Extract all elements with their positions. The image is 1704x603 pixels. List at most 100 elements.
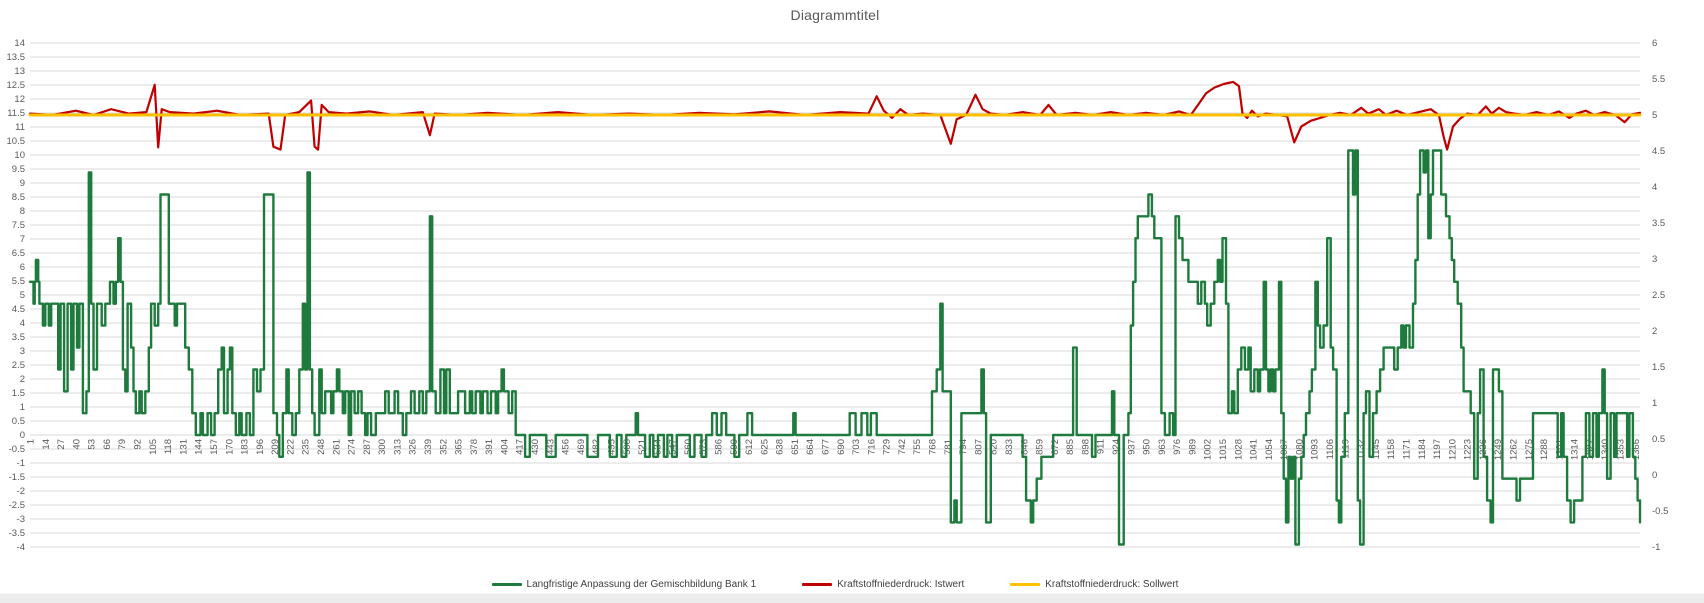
x-axis-tick: 261	[331, 439, 342, 455]
x-axis-tick: 1340	[1600, 439, 1611, 460]
x-axis-tick: 27	[56, 439, 67, 450]
right-axis-tick: 0.5	[1652, 434, 1665, 445]
x-axis-tick: 235	[301, 439, 312, 455]
x-axis-tick: 872	[1050, 439, 1061, 455]
right-axis-tick: -0.5	[1652, 506, 1668, 517]
left-axis-tick: 3.5	[12, 332, 25, 343]
left-axis-tick: 0	[20, 430, 25, 441]
x-axis-tick: 1158	[1386, 439, 1397, 459]
x-axis-tick: 989	[1187, 439, 1198, 455]
x-axis-tick: 209	[270, 439, 281, 455]
x-axis-tick: 118	[163, 439, 174, 454]
x-axis-tick: 1288	[1539, 439, 1550, 460]
left-axis-tick: 13.5	[7, 52, 26, 63]
left-axis-tick: -3.5	[9, 528, 25, 539]
left-axis-tick: 8	[20, 206, 25, 217]
series-0[interactable]	[28, 149, 1642, 546]
x-axis-tick: 1223	[1463, 439, 1474, 460]
legend-swatch-orange	[1010, 583, 1041, 586]
x-axis-tick: 963	[1157, 439, 1168, 455]
x-axis-tick: 521	[637, 439, 648, 455]
legend-label-istwert: Kraftstoffniederdruck: Istwert	[837, 579, 965, 590]
x-axis-tick: 66	[102, 439, 113, 450]
left-axis-tick: -1.5	[9, 472, 25, 483]
x-axis-tick: 1106	[1325, 439, 1336, 459]
right-axis-tick: 5	[1652, 110, 1657, 121]
left-axis-tick: 2	[20, 374, 25, 385]
x-axis-tick: 755	[912, 439, 923, 455]
x-axis-tick: 352	[438, 439, 449, 455]
x-axis-tick: 1015	[1218, 439, 1229, 460]
x-axis-tick: 313	[392, 439, 403, 455]
left-axis-labels: 1413.51312.51211.51110.5109.598.587.576.…	[7, 38, 26, 553]
left-axis-tick: 11.5	[7, 108, 25, 119]
right-axis-tick: 2	[1652, 326, 1657, 337]
left-axis-tick: 11	[15, 122, 25, 133]
x-axis-tick: 976	[1172, 439, 1183, 455]
left-axis-tick: 1	[20, 402, 25, 413]
x-axis-tick: 105	[148, 439, 159, 455]
x-axis-tick: 1132	[1356, 439, 1367, 459]
left-axis-tick: 5	[20, 290, 25, 301]
right-axis-labels: 6 5.5 5 4.5 4 3.5 3 2.5 2 1.5 1 0.5 0 -0.5 -1	[1652, 38, 1668, 553]
left-axis-tick: -4	[17, 542, 25, 553]
x-axis-tick: 495	[606, 439, 617, 455]
chart-title: Diagrammtitel	[790, 7, 880, 23]
x-axis-tick: 1353	[1616, 439, 1627, 460]
left-axis-tick: 10.5	[7, 136, 26, 147]
left-axis-tick: 8.5	[12, 192, 25, 203]
legend-item-sollwert[interactable]: Kraftstoffniederdruck: Sollwert	[1010, 579, 1178, 590]
right-axis-tick: 0	[1652, 470, 1657, 481]
left-axis-tick: 14	[14, 38, 25, 49]
x-axis-tick: 183	[240, 439, 251, 455]
x-axis-tick: 79	[117, 439, 128, 450]
x-axis-tick: 820	[989, 439, 1000, 455]
right-axis-tick: 3.5	[1652, 218, 1665, 229]
x-axis-tick: 1301	[1554, 439, 1565, 460]
left-axis-tick: -2	[17, 486, 25, 497]
x-axis-tick: 703	[851, 439, 862, 455]
left-axis-tick: 9.5	[12, 164, 25, 175]
x-axis-tick: 768	[928, 439, 939, 455]
left-axis-tick: -2.5	[9, 500, 25, 511]
x-axis-tick: 924	[1111, 439, 1122, 455]
x-axis-tick: 742	[897, 439, 908, 455]
left-axis-tick: -0.5	[9, 444, 25, 455]
x-axis-tick: 885	[1065, 439, 1076, 455]
legend-item-gemischbildung[interactable]: Langfristige Anpassung der Gemischbildun…	[491, 579, 756, 590]
x-axis-tick: 1028	[1233, 439, 1244, 460]
x-axis-tick: 586	[713, 439, 724, 455]
x-axis-tick: 196	[255, 439, 266, 455]
x-axis-tick: 651	[790, 439, 801, 455]
x-axis-tick: 287	[362, 439, 373, 455]
right-axis-tick: 4	[1652, 182, 1657, 193]
legend-label-sollwert: Kraftstoffniederdruck: Sollwert	[1045, 579, 1179, 590]
x-axis-tick: 690	[836, 439, 847, 455]
x-axis-tick: 1314	[1570, 439, 1581, 460]
x-axis-tick: 40	[71, 439, 82, 450]
x-axis-tick: 365	[454, 439, 465, 455]
x-axis-tick: 222	[285, 439, 296, 455]
x-axis-tick: 1197	[1432, 439, 1443, 459]
right-axis-tick: 4.5	[1652, 146, 1665, 157]
left-axis-tick: 7	[20, 234, 25, 245]
left-axis-tick: 4.5	[12, 304, 25, 315]
left-axis-tick: 6.5	[12, 248, 25, 259]
right-axis-tick: 2.5	[1652, 290, 1665, 301]
x-axis-tick: 1080	[1294, 439, 1305, 460]
x-axis-tick: 1366	[1631, 439, 1642, 460]
x-axis-tick: 53	[87, 439, 98, 450]
x-axis-tick: 274	[347, 439, 358, 455]
x-axis-tick: 781	[943, 439, 954, 455]
left-axis-tick: 10	[14, 150, 25, 161]
right-axis-tick: 3	[1652, 254, 1657, 265]
x-axis-tick: 131	[178, 439, 189, 455]
x-axis-tick: 92	[133, 439, 144, 450]
x-axis-tick: 612	[744, 439, 755, 455]
legend-item-istwert[interactable]: Kraftstoffniederdruck: Istwert	[802, 579, 964, 590]
x-axis-tick: 1093	[1310, 439, 1321, 460]
x-axis-tick: 469	[576, 439, 587, 455]
x-axis-tick: 300	[377, 439, 388, 455]
x-axis-tick: 1	[26, 439, 37, 444]
